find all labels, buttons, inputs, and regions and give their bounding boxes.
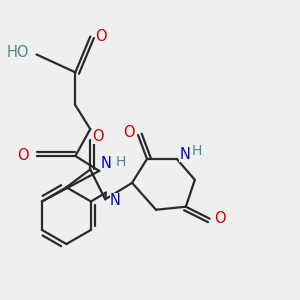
Text: N: N bbox=[110, 193, 121, 208]
Text: O: O bbox=[17, 148, 29, 164]
Text: O: O bbox=[123, 124, 135, 140]
Text: H: H bbox=[116, 155, 126, 169]
Text: H: H bbox=[191, 145, 202, 158]
Text: N: N bbox=[179, 147, 190, 162]
Text: N: N bbox=[101, 156, 112, 171]
Text: HO: HO bbox=[7, 46, 29, 61]
Text: O: O bbox=[92, 129, 103, 144]
Text: O: O bbox=[214, 211, 226, 226]
Text: O: O bbox=[95, 29, 106, 44]
